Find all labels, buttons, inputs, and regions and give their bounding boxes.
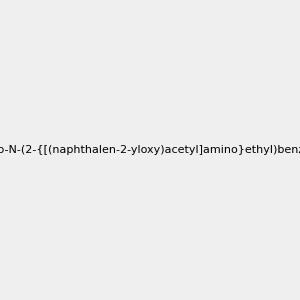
- Text: 2-fluoro-N-(2-{[(naphthalen-2-yloxy)acetyl]amino}ethyl)benzamide: 2-fluoro-N-(2-{[(naphthalen-2-yloxy)acet…: [0, 145, 300, 155]
